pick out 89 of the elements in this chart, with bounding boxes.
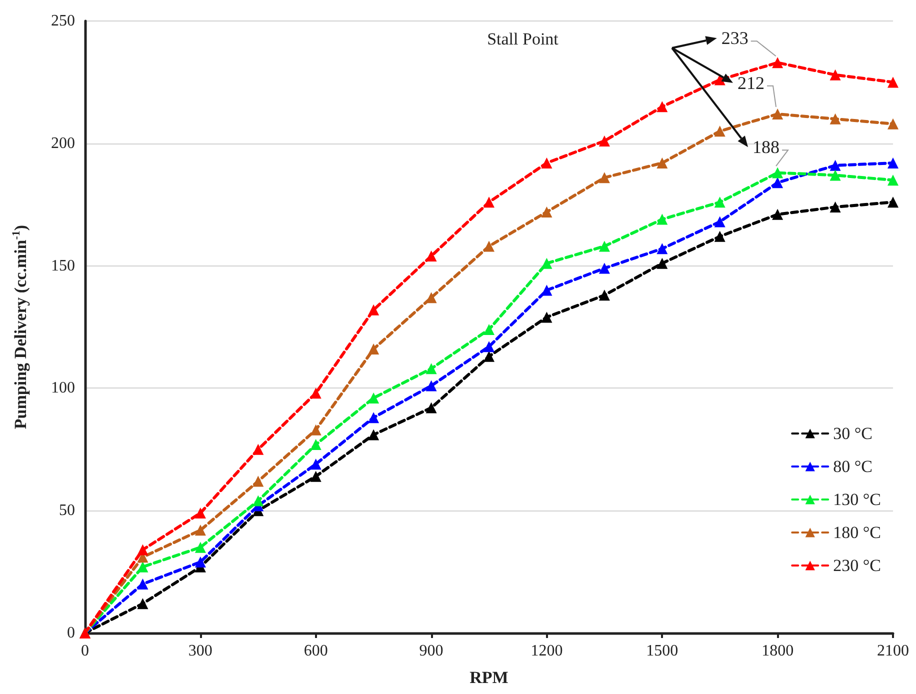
point xyxy=(541,312,552,323)
y-tick-label: 50 xyxy=(59,502,75,520)
point xyxy=(888,76,898,88)
y-tick-label: 100 xyxy=(51,380,75,397)
point xyxy=(656,243,668,254)
point xyxy=(888,174,898,186)
point xyxy=(830,113,841,124)
point xyxy=(714,230,726,242)
legend-label: 180 °C xyxy=(833,523,882,542)
point xyxy=(194,524,206,536)
point xyxy=(368,429,380,440)
y-tick-label: 250 xyxy=(51,12,75,30)
y-axis-title: Pumping Delivery (cc.min-1) xyxy=(10,224,30,430)
annotation: 188 xyxy=(752,137,780,158)
point xyxy=(772,177,784,188)
x-tick-label: 1200 xyxy=(530,642,563,660)
annotation: 233 xyxy=(721,28,748,48)
point xyxy=(137,578,148,590)
annotation: Stall Point xyxy=(487,30,559,49)
point xyxy=(310,388,322,399)
point xyxy=(714,74,726,86)
legend-label: 80 °C xyxy=(833,457,873,476)
point xyxy=(830,202,841,213)
point xyxy=(714,216,726,228)
point xyxy=(310,439,322,450)
point xyxy=(484,196,494,208)
y-tick-label: 200 xyxy=(51,134,75,152)
legend-label: 130 °C xyxy=(833,490,882,509)
point xyxy=(772,57,784,68)
point xyxy=(598,240,610,252)
point xyxy=(484,240,494,252)
x-axis-title: RPM xyxy=(470,668,508,687)
point xyxy=(426,402,437,414)
x-tick-label: 0 xyxy=(81,642,89,660)
x-tick-label: 2100 xyxy=(877,642,909,660)
x-tick-label: 300 xyxy=(188,642,212,660)
point xyxy=(541,157,552,168)
y-tick-label: 0 xyxy=(67,624,75,642)
point xyxy=(194,508,206,519)
point xyxy=(252,476,264,487)
point xyxy=(598,290,610,301)
point xyxy=(714,126,726,137)
point xyxy=(484,341,494,352)
y-tick-label: 150 xyxy=(51,257,75,274)
point xyxy=(137,598,148,610)
x-tick-label: 1800 xyxy=(762,642,794,660)
point xyxy=(541,206,552,218)
point xyxy=(541,258,552,269)
x-tick-label: 1500 xyxy=(646,642,678,660)
point xyxy=(598,262,610,274)
point xyxy=(194,542,206,553)
point xyxy=(484,324,494,335)
point xyxy=(830,170,841,181)
point xyxy=(888,118,898,130)
point xyxy=(484,350,494,362)
legend-label: 30 °C xyxy=(833,424,873,443)
point xyxy=(137,544,148,556)
point xyxy=(772,108,784,120)
x-tick-label: 600 xyxy=(304,642,328,660)
point xyxy=(426,363,437,374)
legend-label: 230 °C xyxy=(833,556,882,575)
point xyxy=(310,470,322,482)
point xyxy=(368,392,380,404)
point xyxy=(772,167,784,178)
point xyxy=(656,101,668,112)
point xyxy=(194,556,206,568)
point xyxy=(598,135,610,146)
point xyxy=(772,208,784,220)
point xyxy=(252,495,264,506)
point xyxy=(310,458,322,470)
point xyxy=(888,196,898,208)
point xyxy=(656,214,668,225)
point xyxy=(714,196,726,208)
point xyxy=(656,157,668,168)
annotation: 212 xyxy=(738,72,765,93)
point xyxy=(310,424,322,436)
point xyxy=(830,69,841,80)
point xyxy=(368,344,380,355)
point xyxy=(830,160,841,171)
point xyxy=(598,172,610,184)
x-tick-label: 900 xyxy=(419,642,444,660)
point xyxy=(426,380,437,392)
point xyxy=(252,444,264,455)
point xyxy=(888,157,898,168)
point xyxy=(137,561,148,572)
point xyxy=(656,258,668,269)
point xyxy=(368,304,380,316)
point xyxy=(426,292,437,304)
point xyxy=(368,412,380,424)
